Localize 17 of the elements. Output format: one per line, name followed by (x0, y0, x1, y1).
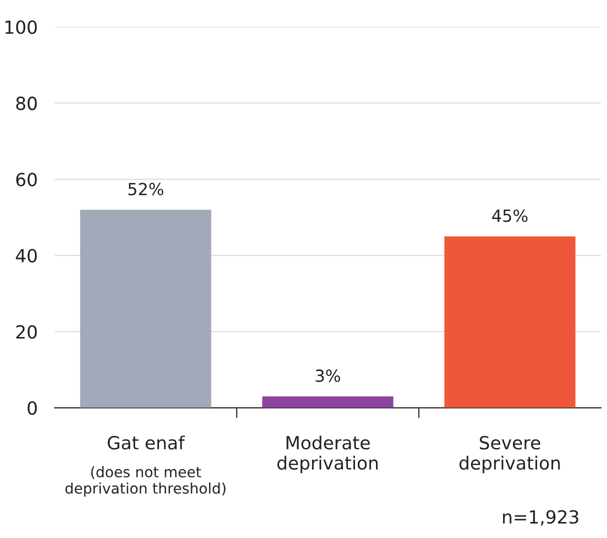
x-tick-label: Moderate deprivation (277, 436, 378, 474)
bar (444, 236, 576, 408)
y-tick-label: 80 (16, 96, 37, 110)
data-label: 45% (492, 209, 528, 222)
y-tick-label: 40 (16, 248, 37, 263)
bar (262, 396, 394, 408)
data-label: 52% (128, 182, 164, 196)
x-tick-label: Gat enaf (108, 436, 185, 450)
text: (does not meet deprivation threshold) (65, 466, 226, 497)
text: n=1,923 (503, 510, 578, 526)
y-tick-label: 60 (16, 172, 37, 186)
y-tick-label: 20 (16, 325, 37, 339)
data-label: 3% (316, 369, 340, 382)
y-tick-label: 100 (5, 20, 37, 34)
bar (80, 210, 212, 408)
x-tick-label: Severe deprivation (459, 436, 560, 474)
y-tick-label: 0 (28, 401, 37, 415)
